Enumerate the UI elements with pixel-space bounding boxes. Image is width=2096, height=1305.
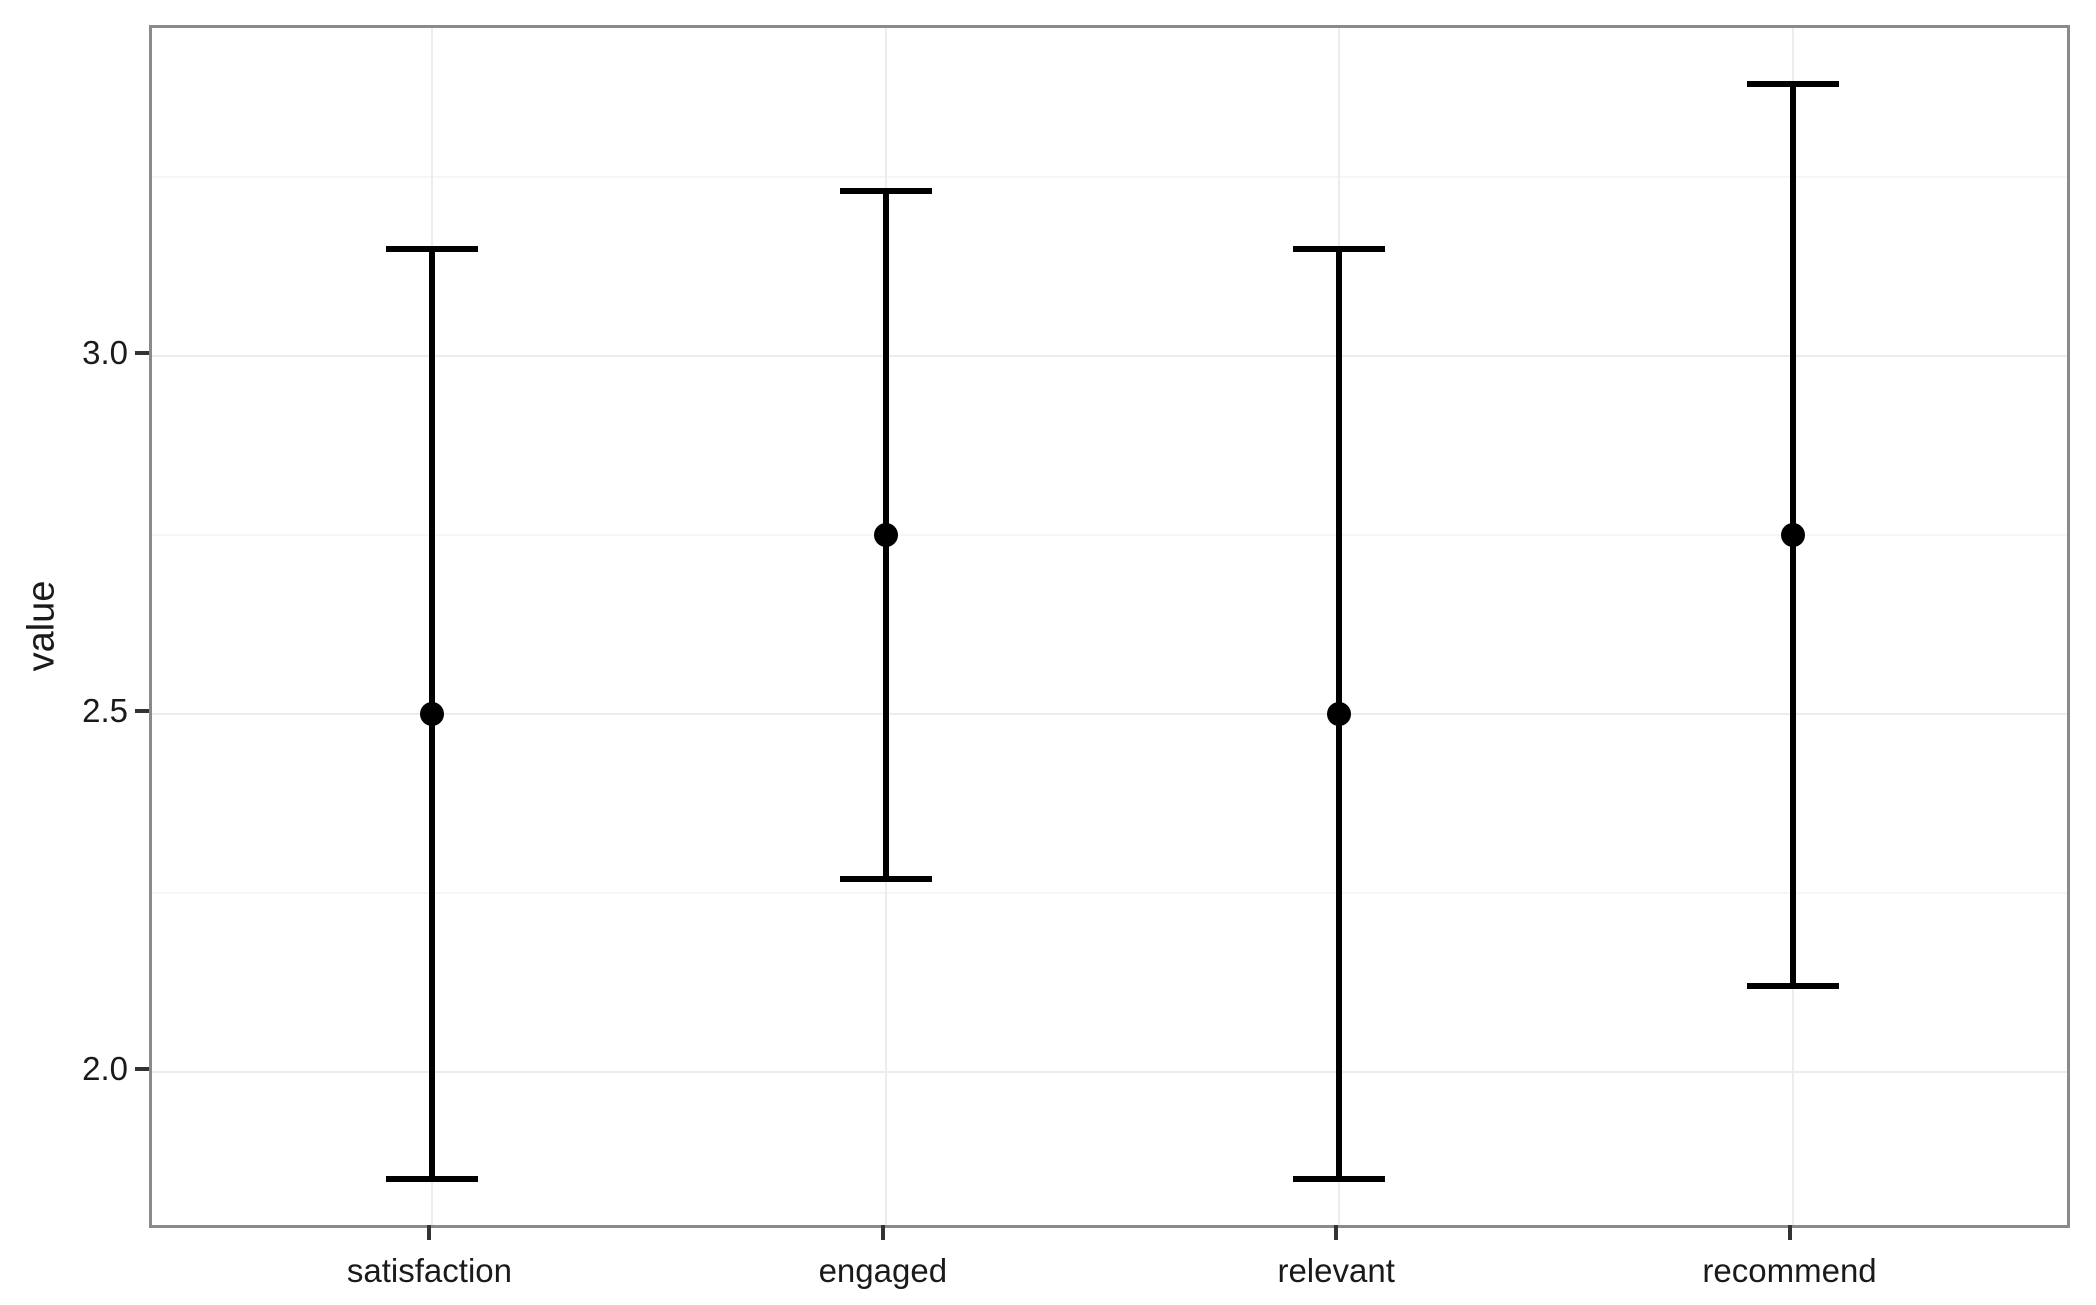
- x-tick-mark: [880, 1225, 885, 1240]
- y-tick-mark: [135, 1067, 149, 1072]
- plot-panel: [149, 25, 2070, 1228]
- y-tick-mark: [135, 350, 149, 355]
- errorbar-cap-top: [839, 188, 932, 195]
- y-tick-label: 3.0: [82, 333, 128, 371]
- x-tick-mark: [1334, 1225, 1339, 1240]
- x-tick-label: satisfaction: [346, 1252, 512, 1289]
- x-tick-label: recommend: [1702, 1252, 1877, 1289]
- mean-point: [1780, 522, 1805, 547]
- x-tick-mark: [1787, 1225, 1792, 1240]
- gridline-minor-y: [152, 533, 2067, 536]
- errorbar-cap-bottom: [839, 875, 932, 882]
- errorbar-cap-bottom: [1293, 1176, 1386, 1183]
- errorbar-cap-bottom: [386, 1176, 479, 1183]
- errorbar-cap-top: [1746, 80, 1839, 87]
- gridline-major-y: [152, 712, 2067, 715]
- x-tick-label: relevant: [1277, 1252, 1395, 1289]
- errorbar-cap-top: [386, 245, 479, 252]
- errorbar-cap-bottom: [1746, 983, 1839, 990]
- gridline-minor-y: [152, 175, 2067, 178]
- x-tick-mark: [427, 1225, 432, 1240]
- gridline-major-y: [152, 1071, 2067, 1074]
- mean-point: [420, 701, 445, 726]
- x-tick-label: engaged: [818, 1252, 948, 1289]
- y-axis-title: value: [20, 580, 63, 672]
- gridline-minor-y: [152, 892, 2067, 894]
- gridline-major-y: [152, 354, 2067, 357]
- mean-point: [1327, 701, 1352, 726]
- y-tick-label: 2.0: [82, 1050, 128, 1088]
- y-tick-mark: [135, 708, 149, 713]
- errorbar-cap-top: [1293, 245, 1386, 252]
- y-tick-label: 2.5: [82, 691, 128, 729]
- mean-point: [873, 522, 898, 547]
